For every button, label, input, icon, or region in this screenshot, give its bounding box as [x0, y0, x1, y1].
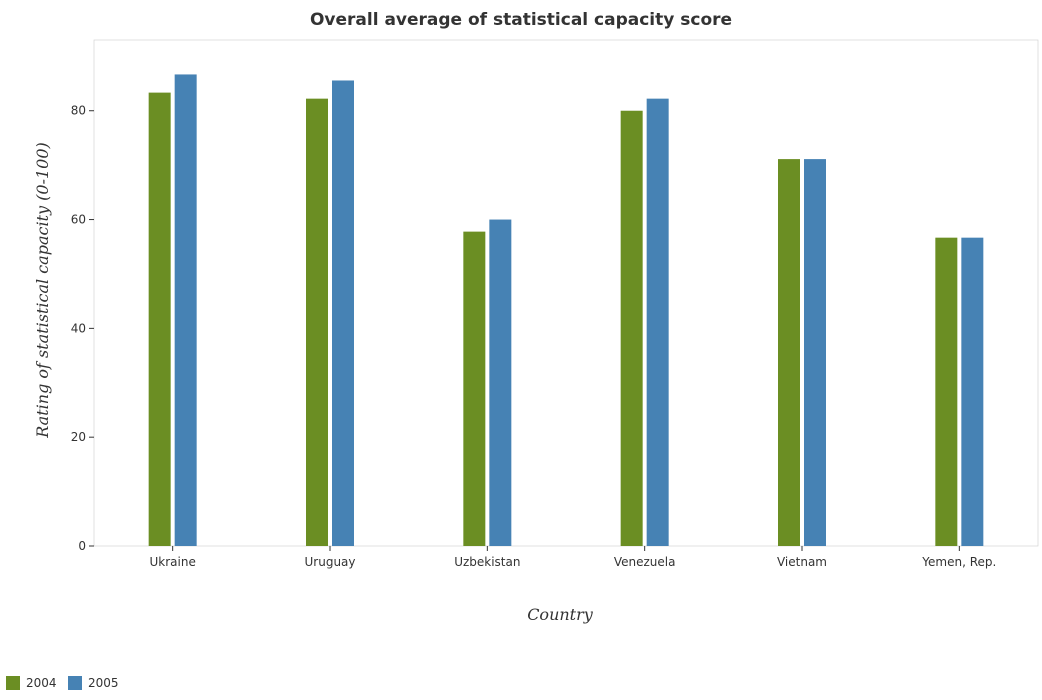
x-tick-label-0: Ukraine: [149, 555, 195, 569]
legend-label-2005: 2005: [88, 676, 119, 690]
y-axis-label: Rating of statistical capacity (0-100): [33, 142, 52, 438]
legend-swatch-2004: [6, 676, 20, 690]
bar-2004-4: [778, 159, 800, 546]
y-tick-label-4: 80: [71, 104, 86, 118]
chart-title: Overall average of statistical capacity …: [310, 10, 732, 30]
x-axis-label: Country: [527, 605, 594, 624]
legend-swatch-2005: [68, 676, 82, 690]
bar-2004-0: [148, 92, 171, 546]
y-tick-label-2: 40: [71, 321, 86, 335]
bar-2005-0: [174, 74, 197, 546]
y-tick-label-1: 20: [71, 430, 86, 444]
y-tick-label-3: 60: [71, 213, 86, 227]
x-tick-label-2: Uzbekistan: [454, 555, 520, 569]
bar-2004-5: [935, 237, 958, 547]
x-tick-label-1: Uruguay: [305, 555, 356, 569]
bar-2004-2: [463, 231, 486, 547]
plot-area: [93, 39, 1039, 547]
x-tick-label-3: Venezuela: [614, 555, 676, 569]
bar-2005-3: [646, 98, 669, 547]
y-tick-label-0: 0: [78, 539, 86, 553]
x-tick-label-5: Yemen, Rep.: [921, 555, 996, 569]
x-tick-label-4: Vietnam: [777, 555, 827, 569]
legend-label-2004: 2004: [26, 676, 57, 690]
bar-2005-4: [804, 159, 826, 546]
bar-2005-2: [489, 219, 512, 546]
bar-2004-1: [306, 98, 328, 547]
bar-2005-1: [332, 80, 354, 546]
bar-2005-5: [961, 237, 984, 547]
bar-2004-3: [620, 110, 643, 546]
